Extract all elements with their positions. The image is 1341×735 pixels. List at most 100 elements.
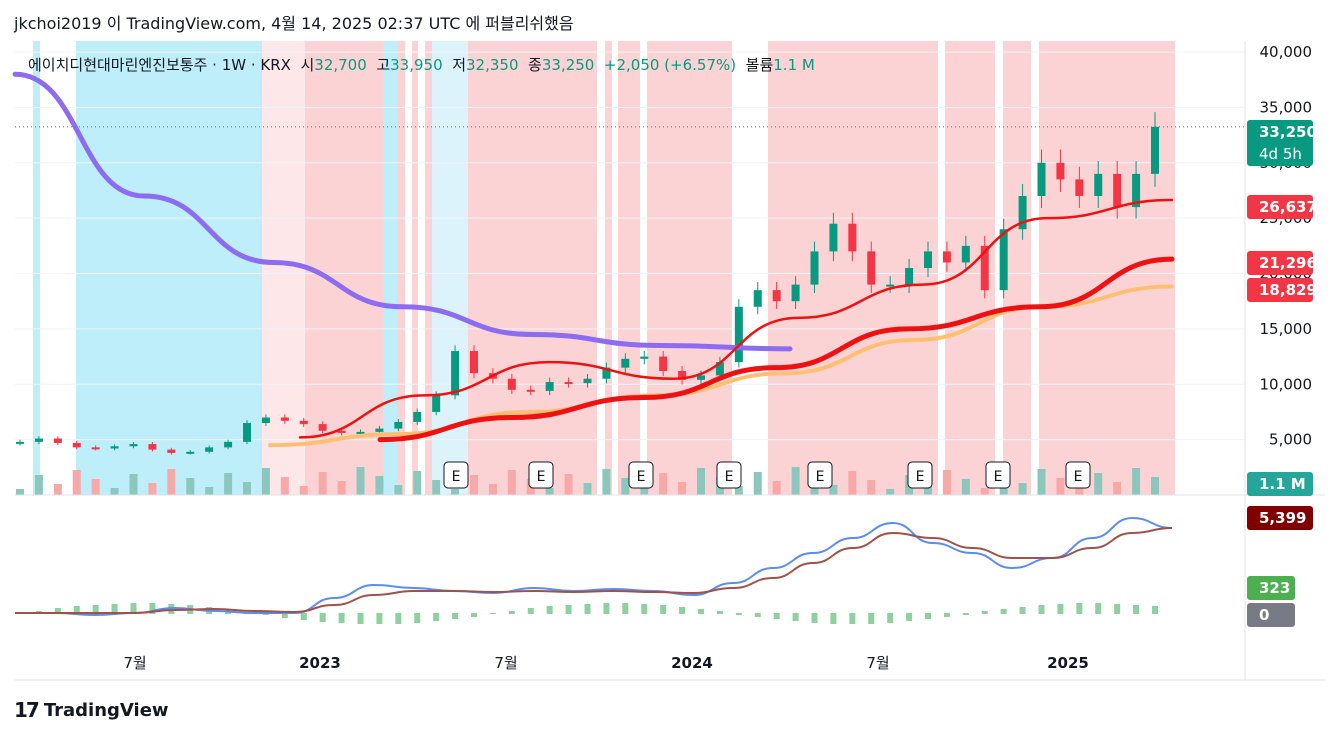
candle-body: [1151, 126, 1159, 174]
candle-body: [848, 223, 857, 252]
volume-bar: [621, 478, 630, 495]
macd-hist-bar: [754, 613, 761, 617]
ema-slow-line: [377, 256, 1175, 443]
volume-bar: [1132, 468, 1141, 495]
volume-bar: [564, 474, 573, 495]
candle-body: [583, 378, 592, 384]
macd-hist-bar: [830, 613, 837, 624]
candle-body: [829, 223, 838, 252]
y-tick-label: 15,000: [1260, 320, 1313, 338]
volume-bar: [243, 482, 251, 495]
candle-body: [1075, 179, 1084, 197]
candle-body: [621, 358, 630, 368]
volume-bar: [167, 469, 176, 495]
macd-hist-bar: [452, 613, 459, 619]
volume-bar: [772, 481, 781, 495]
macd-hist-bar: [281, 613, 288, 618]
x-tick-label: 7월: [123, 654, 146, 672]
candle-body: [980, 245, 989, 291]
candle-body: [356, 431, 365, 434]
volume-bar: [110, 488, 119, 495]
bg-band-13: [647, 41, 732, 495]
bg-band-0: [33, 41, 40, 495]
bg-band-10: [468, 41, 597, 495]
volume-bar: [1151, 477, 1159, 495]
macd-hist-bar: [887, 613, 894, 623]
macd-hist-bar: [1000, 609, 1007, 614]
moving-averages: [12, 71, 1175, 448]
close-label: 종: [528, 56, 542, 74]
macd-hist-bar: [660, 605, 667, 614]
macd-hist-bar: [716, 611, 723, 614]
candle-body: [886, 284, 895, 287]
macd-hist-bar: [546, 606, 553, 614]
earnings-marker-box: [528, 461, 554, 489]
macd-hist-bar: [527, 608, 534, 614]
publish-header: jkchoi2019 이 TradingView.com, 4월 14, 202…: [14, 14, 574, 33]
candle-body: [905, 268, 914, 285]
bg-band-5: [383, 41, 397, 495]
volume-bar: [659, 473, 668, 495]
volume-bar: [1018, 483, 1027, 495]
volume-bar: [72, 470, 81, 495]
candle-body: [72, 442, 81, 448]
volume-bar: [432, 480, 441, 495]
macd-hist-bar: [433, 613, 440, 621]
price-badge: [1247, 195, 1313, 219]
macd-hist-bar: [584, 604, 591, 614]
bg-band-2: [197, 41, 262, 495]
candle-body: [734, 306, 743, 363]
volume-bar: [91, 479, 100, 495]
candle-body: [318, 424, 327, 431]
candle-body: [1113, 173, 1122, 208]
earnings-marker-box: [1065, 461, 1091, 489]
y-tick-label: 5,000: [1269, 431, 1312, 449]
candle-body: [602, 367, 611, 379]
volume-bar: [261, 468, 270, 495]
macd-hist-bar: [471, 613, 477, 617]
candle-body: [243, 423, 251, 442]
candle-body: [1037, 162, 1046, 197]
macd-hist-bar: [376, 613, 383, 624]
volume-bar: [318, 472, 327, 495]
price-badge-label: 0: [1259, 606, 1269, 624]
macd-hist-bar: [1095, 603, 1102, 614]
volume-bar: [34, 475, 43, 495]
volume-bar: [507, 470, 516, 495]
macd-hist-bar: [1133, 605, 1140, 614]
macd-hist-bar: [489, 613, 496, 614]
bg-band-17: [1039, 41, 1175, 495]
candle-body: [772, 290, 781, 302]
volume-bar: [848, 471, 857, 495]
symbol-name: 에이치디현대마린엔진보통주 · 1W · KRX: [28, 56, 291, 74]
volume-bar: [583, 483, 592, 495]
ema-fast-line: [298, 198, 1174, 439]
candle-body: [753, 290, 762, 307]
candle-body: [224, 441, 233, 448]
earnings-marker-label: E: [1074, 469, 1083, 485]
earnings-marker-label: E: [725, 469, 734, 485]
macd-hist-bar: [1114, 604, 1121, 614]
volume-bar: [1037, 469, 1046, 495]
brand-name: TradingView: [43, 699, 169, 721]
candle-body: [394, 421, 403, 429]
change-value: +2,050 (+6.57%): [603, 56, 737, 74]
price-badge: [1247, 603, 1295, 627]
candle-body: [337, 430, 346, 433]
price-badge-label: 1.1 M: [1259, 475, 1306, 493]
bg-band-4: [305, 41, 383, 495]
macd-hist-bar: [679, 607, 686, 614]
macd-hist-bar: [300, 613, 307, 620]
macd-line: [15, 516, 1173, 617]
volume-bar: [413, 471, 422, 495]
x-tick-label: 7월: [866, 654, 889, 672]
volume-bar: [299, 486, 308, 495]
x-tick-label: 7월: [494, 654, 517, 672]
macd-hist-bar: [1038, 605, 1045, 614]
volume-bar: [1056, 478, 1065, 495]
footer[interactable]: 17 TradingView: [14, 698, 169, 722]
bg-band-12: [618, 41, 640, 495]
tradingview-logo-icon: 17: [14, 698, 40, 722]
volume-bar: [678, 482, 687, 495]
